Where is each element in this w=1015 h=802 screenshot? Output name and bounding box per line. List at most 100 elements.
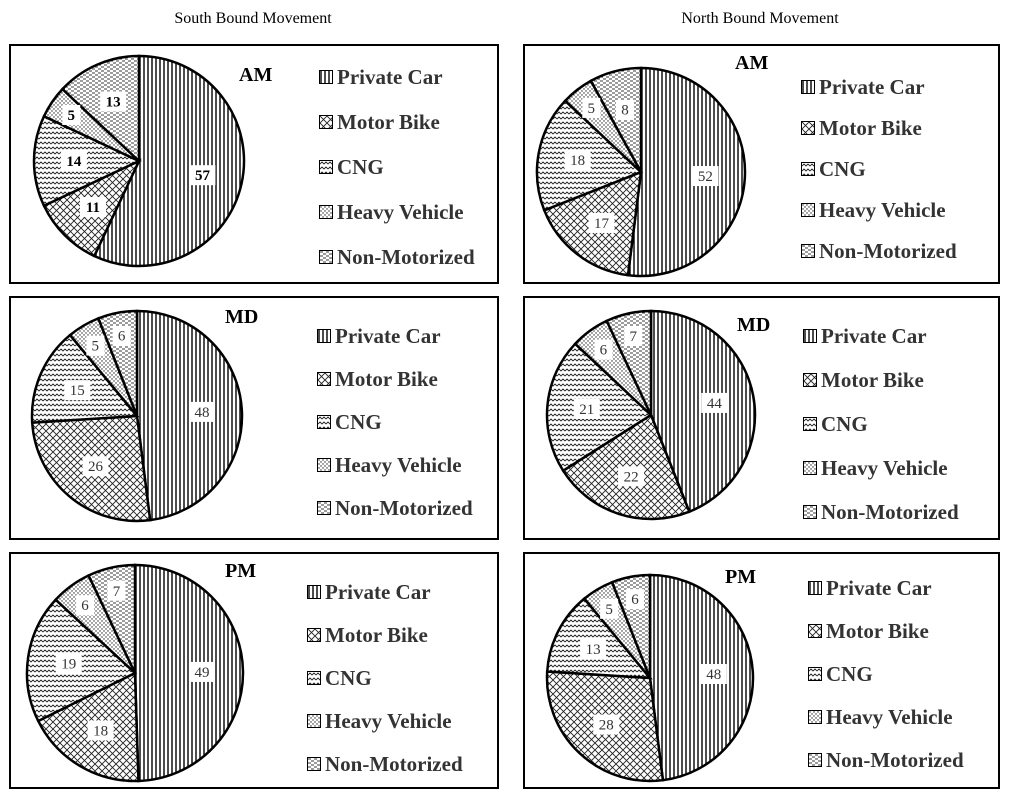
svg-text:18: 18 [93,723,108,739]
svg-text:48: 48 [194,405,209,421]
legend-label: Non-Motorized [335,496,473,520]
period-label: PM [725,566,757,588]
svg-text:15: 15 [70,383,85,399]
data-label-motor-bike: 22 [618,466,645,487]
svg-text:5: 5 [92,339,100,355]
legend-label: Non-Motorized [821,500,959,524]
svg-text:26: 26 [88,459,104,475]
pie-chart: 52 17 18 5 8 [535,66,747,278]
legend-label: Motor Bike [335,367,438,391]
svg-text:18: 18 [570,153,585,169]
data-label-non-motorized: 7 [624,325,643,346]
legend-item-heavy-vehicle: Heavy Vehicle [808,705,953,729]
legend-item-non-motorized: Non-Motorized [803,500,959,524]
pie-panel-north-am: 52 17 18 5 8 AM Private Car Motor Bike CNG Heavy … [523,44,1000,284]
svg-text:6: 6 [631,592,639,608]
legend-swatch [801,121,815,136]
legend-item-non-motorized: Non-Motorized [307,752,463,776]
pie-chart: 48 26 15 5 6 [30,309,244,523]
legend-item-heavy-vehicle: Heavy Vehicle [317,453,462,477]
legend-item-private-car: Private Car [801,75,925,99]
legend-swatch [801,203,815,218]
svg-text:52: 52 [698,169,713,185]
north-bound-title: North Bound Movement [681,10,839,27]
pie-chart: 49 18 19 6 7 [25,563,245,783]
legend-swatch [319,115,333,130]
data-label-motor-bike: 26 [82,456,109,477]
legend-swatch [319,160,333,175]
pie-slice-non-motorized [589,66,643,173]
legend-swatch [801,80,815,95]
data-label-non-motorized: 6 [112,325,131,346]
legend-item-heavy-vehicle: Heavy Vehicle [801,198,946,222]
legend-swatch [803,505,817,520]
data-label-private-car: 44 [701,392,728,413]
legend-item-non-motorized: Non-Motorized [319,245,475,269]
legend-label: Motor Bike [826,619,929,643]
legend-label: CNG [325,666,372,690]
legend-label: Motor Bike [819,116,922,140]
svg-text:6: 6 [600,342,608,358]
legend-swatch [808,624,822,639]
legend-label: Heavy Vehicle [826,705,953,729]
pie-slice-cng [30,333,140,424]
data-label-heavy-vehicle: 5 [582,97,601,118]
svg-text:28: 28 [599,718,614,734]
legend-item-motor-bike: Motor Bike [307,623,428,647]
legend-item-heavy-vehicle: Heavy Vehicle [319,200,464,224]
legend-label: Non-Motorized [826,748,964,772]
legend-label: Heavy Vehicle [821,456,948,480]
svg-text:8: 8 [621,103,629,119]
data-label-private-car: 49 [188,661,215,682]
legend-swatch [317,329,331,344]
data-label-non-motorized: 7 [107,580,126,601]
legend-swatch [803,329,817,344]
legend-item-non-motorized: Non-Motorized [808,748,964,772]
data-label-private-car: 48 [700,663,727,684]
data-label-non-motorized: 8 [615,99,634,120]
data-label-cng: 15 [64,380,91,401]
legend-label: Heavy Vehicle [819,198,946,222]
svg-text:5: 5 [68,108,76,124]
legend-swatch [307,628,321,643]
pie-panel-south-pm: 49 18 19 6 7 PM Private Car Motor Bike CNG Heavy … [9,552,499,789]
data-label-cng: 13 [580,639,607,660]
data-label-cng: 21 [573,398,600,419]
period-label: PM [225,560,257,582]
legend-item-private-car: Private Car [317,324,441,348]
period-label: MD [225,306,259,328]
legend-item-cng: CNG [319,155,384,179]
svg-text:6: 6 [118,329,126,345]
legend-label: Private Car [337,65,443,89]
legend-item-private-car: Private Car [808,576,932,600]
legend-swatch [803,417,817,432]
pie-chart: 57 11 14 5 13 [32,54,246,268]
legend-item-motor-bike: Motor Bike [808,619,929,643]
data-label-motor-bike: 17 [588,212,615,233]
legend-swatch [317,458,331,473]
legend-item-cng: CNG [307,666,372,690]
data-label-heavy-vehicle: 5 [62,104,81,125]
svg-text:57: 57 [195,168,211,184]
legend-item-heavy-vehicle: Heavy Vehicle [307,709,452,733]
svg-text:17: 17 [594,216,610,232]
svg-text:11: 11 [86,200,100,216]
legend-label: Heavy Vehicle [335,453,462,477]
svg-text:5: 5 [588,101,596,117]
legend-label: Non-Motorized [325,752,463,776]
legend-swatch [808,710,822,725]
data-label-cng: 19 [55,653,82,674]
svg-text:48: 48 [706,667,721,683]
legend-label: Private Car [826,576,932,600]
svg-text:21: 21 [579,402,594,418]
legend-label: CNG [819,157,866,181]
data-label-cng: 18 [564,149,591,170]
legend-item-motor-bike: Motor Bike [801,116,922,140]
legend-label: CNG [821,412,868,436]
legend-label: Private Car [821,324,927,348]
pie-panel-north-pm: 48 28 13 5 6 PM Private Car Motor Bike CNG Heavy … [523,552,1000,789]
data-label-non-motorized: 13 [100,91,127,112]
legend-label: Private Car [335,324,441,348]
svg-text:13: 13 [586,642,601,658]
legend-swatch [803,461,817,476]
